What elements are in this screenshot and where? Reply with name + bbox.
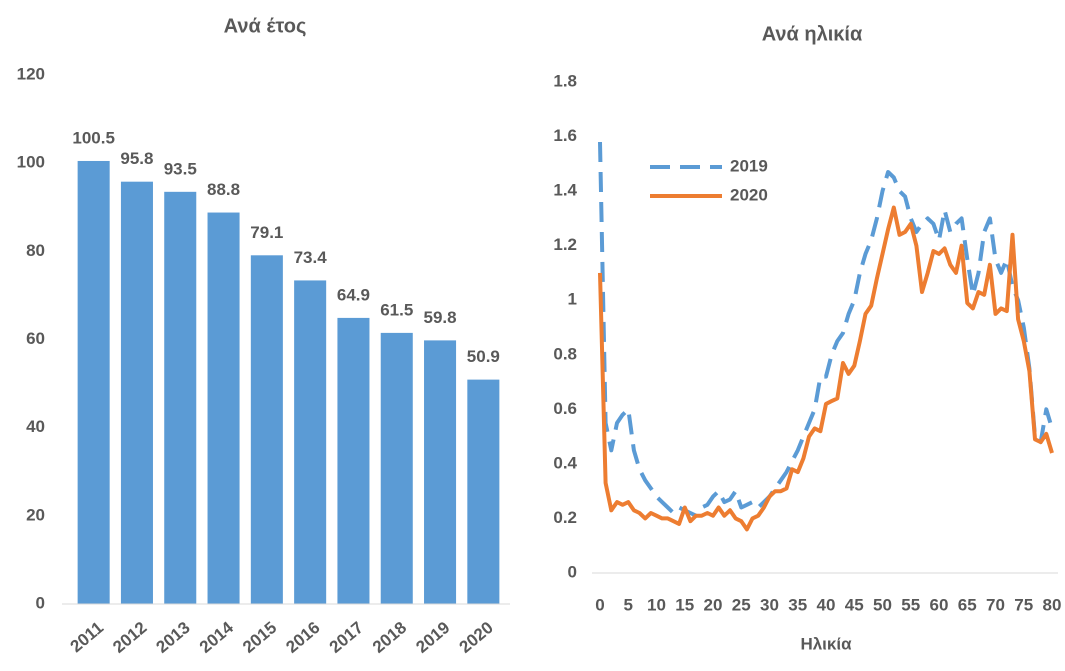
data-label: 50.9 xyxy=(467,347,500,366)
y-tick-label: 60 xyxy=(26,329,45,348)
chart-title: Ανά έτος xyxy=(224,15,307,37)
y-tick-label: 1 xyxy=(568,290,577,309)
bar xyxy=(424,340,457,604)
bar xyxy=(337,317,370,604)
data-label: 100.5 xyxy=(72,128,115,147)
x-tick-label: 10 xyxy=(647,595,666,614)
data-label: 64.9 xyxy=(337,285,370,304)
x-tick-label: 15 xyxy=(675,595,694,614)
y-tick-label: 0.4 xyxy=(553,453,577,472)
x-tick-label: 2019 xyxy=(412,618,453,657)
x-tick-label: 2014 xyxy=(196,618,238,657)
y-tick-label: 1.6 xyxy=(553,126,577,145)
x-axis-title: Ηλικία xyxy=(800,634,852,653)
data-label: 73.4 xyxy=(294,248,328,267)
x-tick-label: 2012 xyxy=(109,618,150,657)
y-tick-label: 1.2 xyxy=(553,235,577,254)
x-tick-label: 55 xyxy=(901,595,920,614)
x-tick-label: 5 xyxy=(624,595,633,614)
x-tick-label: 2013 xyxy=(153,618,194,657)
x-tick-label: 2017 xyxy=(326,618,367,657)
x-tick-label: 2018 xyxy=(369,618,410,657)
legend-label: 2019 xyxy=(730,156,768,175)
x-tick-label: 65 xyxy=(958,595,977,614)
y-tick-label: 120 xyxy=(17,64,45,83)
y-tick-label: 40 xyxy=(26,417,45,436)
bar xyxy=(120,181,153,604)
x-tick-label: 75 xyxy=(1014,595,1033,614)
data-label: 61.5 xyxy=(380,300,413,319)
bar xyxy=(164,191,197,604)
bar xyxy=(467,379,500,604)
y-tick-label: 0.6 xyxy=(553,399,577,418)
series-line xyxy=(598,141,1054,518)
x-tick-label: 2011 xyxy=(67,618,107,656)
data-label: 88.8 xyxy=(207,180,240,199)
data-label: 95.8 xyxy=(120,149,153,168)
x-tick-label: 60 xyxy=(930,595,949,614)
y-tick-label: 0 xyxy=(36,593,45,612)
x-tick-label: 50 xyxy=(873,595,892,614)
y-tick-label: 0.8 xyxy=(553,344,577,363)
legend-label: 2020 xyxy=(730,185,768,204)
x-tick-label: 2016 xyxy=(282,618,323,657)
chart-title: Ανά ηλικία xyxy=(762,23,863,45)
x-tick-label: 80 xyxy=(1043,595,1062,614)
y-tick-label: 100 xyxy=(17,153,45,172)
x-tick-label: 25 xyxy=(732,595,751,614)
y-tick-label: 0.2 xyxy=(553,508,577,527)
x-tick-label: 20 xyxy=(704,595,723,614)
bar xyxy=(207,212,240,605)
y-tick-label: 80 xyxy=(26,241,45,260)
bar xyxy=(380,332,413,604)
bar xyxy=(250,255,283,604)
data-label: 79.1 xyxy=(250,223,283,242)
x-tick-label: 45 xyxy=(845,595,864,614)
bar xyxy=(294,280,327,604)
x-tick-label: 2015 xyxy=(239,618,280,657)
data-label: 59.8 xyxy=(424,308,457,327)
y-tick-label: 0 xyxy=(568,562,577,581)
x-tick-label: 2020 xyxy=(456,618,497,657)
x-tick-label: 70 xyxy=(986,595,1005,614)
y-tick-label: 20 xyxy=(26,505,45,524)
series-line xyxy=(598,205,1054,532)
x-tick-label: 40 xyxy=(817,595,836,614)
x-tick-label: 30 xyxy=(760,595,779,614)
bar xyxy=(77,160,110,604)
data-label: 93.5 xyxy=(164,159,197,178)
x-tick-label: 0 xyxy=(595,595,604,614)
y-tick-label: 1.4 xyxy=(553,181,577,200)
x-tick-label: 35 xyxy=(788,595,807,614)
y-tick-label: 1.8 xyxy=(553,71,577,90)
